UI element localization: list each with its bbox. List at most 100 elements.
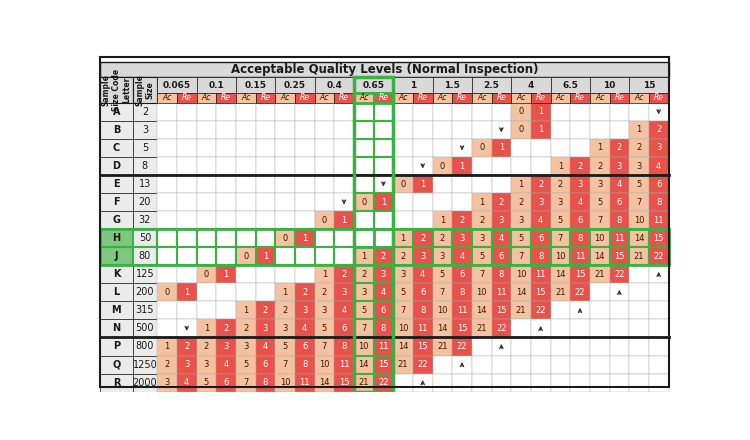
Bar [531, 229, 550, 247]
Text: 11: 11 [457, 306, 467, 315]
Bar [354, 265, 374, 283]
Bar [177, 175, 197, 193]
Text: 4: 4 [262, 342, 268, 351]
Text: Re: Re [378, 93, 388, 103]
Bar [550, 229, 570, 247]
Bar [354, 77, 393, 93]
Text: 4: 4 [538, 216, 543, 225]
Text: M: M [112, 305, 122, 315]
Bar [570, 283, 590, 301]
Bar [472, 374, 491, 392]
Text: 1: 1 [283, 288, 288, 297]
Bar [295, 103, 314, 121]
Text: 21: 21 [398, 360, 408, 369]
Bar [491, 175, 512, 193]
Text: 14: 14 [595, 252, 605, 261]
Text: Q: Q [112, 359, 121, 370]
Bar [236, 356, 256, 374]
Text: 11: 11 [574, 252, 585, 261]
Bar [275, 247, 295, 265]
Text: 2: 2 [400, 252, 406, 261]
Bar [610, 229, 629, 247]
Bar [491, 301, 512, 319]
Bar [393, 121, 412, 139]
Bar [590, 93, 610, 103]
Bar [629, 283, 649, 301]
Text: 8: 8 [341, 342, 346, 351]
Bar [295, 175, 314, 193]
Bar [452, 374, 472, 392]
Bar [275, 121, 295, 139]
Text: 1: 1 [361, 252, 366, 261]
Bar [314, 193, 334, 211]
Text: 15: 15 [574, 270, 585, 279]
Text: 2: 2 [204, 342, 209, 351]
Text: 1: 1 [479, 198, 484, 207]
Bar [531, 319, 550, 337]
Bar [512, 247, 531, 265]
Bar [629, 247, 649, 265]
Bar [610, 356, 629, 374]
Text: 22: 22 [378, 378, 388, 387]
Bar [256, 337, 275, 356]
Bar [550, 93, 570, 103]
Text: Ac: Ac [477, 93, 487, 103]
Bar [629, 301, 649, 319]
Bar [629, 319, 649, 337]
Bar [334, 103, 354, 121]
Bar [531, 356, 550, 374]
Bar [550, 121, 570, 139]
Bar [413, 103, 433, 121]
Bar [177, 283, 197, 301]
Bar [472, 319, 491, 337]
Text: 4: 4 [420, 270, 425, 279]
Text: 4: 4 [499, 234, 504, 243]
Bar [531, 211, 550, 229]
Text: 6: 6 [578, 216, 583, 225]
Text: 3: 3 [518, 216, 524, 225]
Text: 7: 7 [400, 306, 406, 315]
Text: 8: 8 [381, 324, 386, 333]
Bar [177, 337, 197, 356]
Bar [570, 229, 590, 247]
Bar [216, 229, 236, 247]
Bar [158, 356, 177, 374]
Bar [158, 77, 196, 93]
Bar [133, 301, 158, 319]
Bar [196, 301, 216, 319]
Bar [236, 175, 256, 193]
Text: 15: 15 [614, 252, 625, 261]
Bar [216, 265, 236, 283]
Bar [133, 356, 158, 374]
Bar [452, 265, 472, 283]
Bar [531, 247, 550, 265]
Bar [491, 157, 512, 175]
Bar [550, 175, 570, 193]
Bar [472, 265, 491, 283]
Bar [158, 265, 177, 283]
Text: 3: 3 [479, 234, 484, 243]
Text: 14: 14 [634, 234, 644, 243]
Text: 0: 0 [243, 252, 248, 261]
Text: 5: 5 [637, 180, 642, 189]
Bar [158, 247, 177, 265]
Text: 0.25: 0.25 [284, 81, 306, 90]
Text: 13: 13 [139, 179, 151, 189]
Text: Re: Re [182, 93, 192, 103]
Bar [196, 121, 216, 139]
Bar [216, 211, 236, 229]
Bar [649, 301, 668, 319]
Bar [590, 265, 610, 283]
Bar [629, 211, 649, 229]
Bar [216, 175, 236, 193]
Bar [393, 93, 412, 103]
Bar [491, 337, 512, 356]
Text: 3: 3 [656, 143, 662, 153]
Bar [133, 157, 158, 175]
Bar [196, 175, 216, 193]
Bar [433, 77, 472, 93]
Bar [177, 103, 197, 121]
Bar [472, 301, 491, 319]
Bar [196, 247, 216, 265]
Text: 22: 22 [614, 270, 625, 279]
